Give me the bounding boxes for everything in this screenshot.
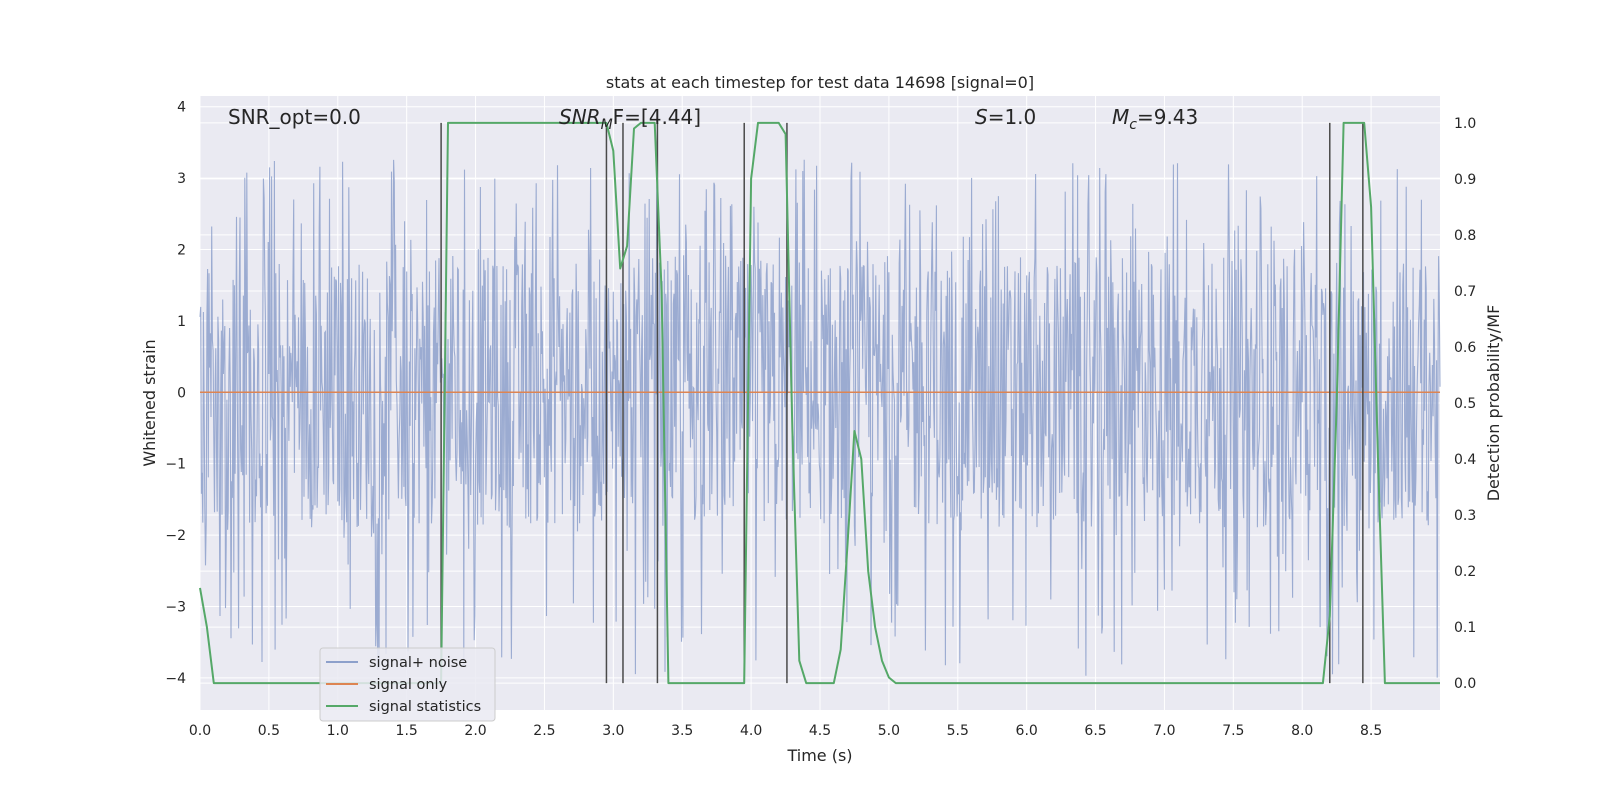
x-tick-label: 8.5 bbox=[1360, 723, 1382, 739]
y2-tick-label: 0.5 bbox=[1454, 396, 1476, 412]
annotation-mc: Mc=9.43 bbox=[1112, 105, 1198, 133]
x-tick-label: 6.0 bbox=[1016, 723, 1038, 739]
y-tick-label: −4 bbox=[165, 671, 186, 687]
y2-axis-ticks: 1.0 0.9 0.8 0.7 0.6 0.5 0.4 0.3 0.2 0.1 0.0 bbox=[1454, 116, 1476, 692]
y-axis-label: Whitened strain bbox=[140, 339, 159, 466]
y2-tick-label: 0.4 bbox=[1454, 452, 1476, 468]
y-tick-label: 3 bbox=[177, 171, 186, 187]
signal-statistics-series bbox=[199, 121, 1440, 685]
s-value: =1.0 bbox=[988, 105, 1037, 129]
x-tick-label: 6.5 bbox=[1084, 723, 1106, 739]
y-axis-ticks: 4 3 2 1 0 −1 −2 −3 −4 bbox=[165, 100, 186, 687]
snr-mf-subscript: M bbox=[601, 117, 613, 133]
y-tick-label: 0 bbox=[177, 385, 186, 401]
legend-box bbox=[319, 647, 496, 722]
x-tick-label: 5.0 bbox=[878, 723, 900, 739]
x-tick-label: 2.0 bbox=[464, 723, 486, 739]
y-tick-label: 1 bbox=[177, 314, 186, 330]
y2-tick-label: 0.6 bbox=[1454, 340, 1476, 356]
signal-noise-series bbox=[199, 159, 1441, 678]
mc-value: =9.43 bbox=[1137, 105, 1198, 129]
mc-symbol: M bbox=[1112, 105, 1129, 129]
x-tick-label: 3.0 bbox=[602, 723, 624, 739]
s-symbol: S bbox=[975, 105, 988, 129]
y2-tick-label: 0.7 bbox=[1454, 284, 1476, 300]
signal-noise-line bbox=[199, 159, 1441, 678]
y2-tick-label: 0.1 bbox=[1454, 620, 1476, 636]
x-tick-label: 4.0 bbox=[740, 723, 762, 739]
y2-tick-label: 0.2 bbox=[1454, 564, 1476, 580]
y2-tick-label: 0.9 bbox=[1454, 172, 1476, 188]
y-tick-label: 2 bbox=[177, 243, 186, 259]
x-tick-label: 0.5 bbox=[258, 723, 280, 739]
annotation-s: S=1.0 bbox=[975, 105, 1036, 129]
annotation-snr-opt: SNR_opt=0.0 bbox=[228, 105, 361, 129]
annotation-snr-mf: SNRMF=[4.44] bbox=[559, 105, 701, 133]
signal-statistics-line bbox=[199, 121, 1440, 685]
x-tick-label: 7.5 bbox=[1222, 723, 1244, 739]
x-tick-label: 5.5 bbox=[947, 723, 969, 739]
mc-subscript: c bbox=[1129, 117, 1137, 133]
x-tick-label: 0.0 bbox=[189, 723, 211, 739]
y-tick-label: 4 bbox=[177, 100, 186, 116]
x-tick-label: 1.5 bbox=[396, 723, 418, 739]
y-tick-label: −2 bbox=[165, 528, 186, 544]
y2-tick-label: 0.3 bbox=[1454, 508, 1476, 524]
y2-tick-label: 0.0 bbox=[1454, 676, 1476, 692]
legend-label-signal-statistics: signal statistics bbox=[369, 699, 481, 715]
x-tick-label: 7.0 bbox=[1153, 723, 1175, 739]
x-tick-label: 4.5 bbox=[809, 723, 831, 739]
x-axis-label: Time (s) bbox=[786, 746, 852, 765]
legend: signal+ noise signal only signal statist… bbox=[319, 647, 496, 722]
x-tick-label: 2.5 bbox=[533, 723, 555, 739]
x-tick-label: 1.0 bbox=[327, 723, 349, 739]
legend-label-signal-noise: signal+ noise bbox=[369, 655, 467, 671]
detection-vlines bbox=[440, 122, 1364, 684]
y2-tick-label: 0.8 bbox=[1454, 228, 1476, 244]
chart-title: stats at each timestep for test data 146… bbox=[606, 73, 1034, 92]
x-axis-ticks: 0.0 0.5 1.0 1.5 2.0 2.5 3.0 3.5 4.0 4.5 5.0 5.5 6.0 6… bbox=[189, 723, 1382, 739]
x-tick-label: 3.5 bbox=[671, 723, 693, 739]
y-tick-label: −3 bbox=[165, 599, 186, 615]
snr-mf-value: F=[4.44] bbox=[613, 105, 701, 129]
x-tick-label: 8.0 bbox=[1291, 723, 1313, 739]
legend-label-signal-only: signal only bbox=[369, 677, 448, 693]
y-tick-label: −1 bbox=[165, 457, 186, 473]
snr-mf-symbol: SNR bbox=[559, 105, 601, 129]
y2-tick-label: 1.0 bbox=[1454, 116, 1476, 132]
y2-axis-label: Detection probability/MF bbox=[1484, 305, 1503, 502]
